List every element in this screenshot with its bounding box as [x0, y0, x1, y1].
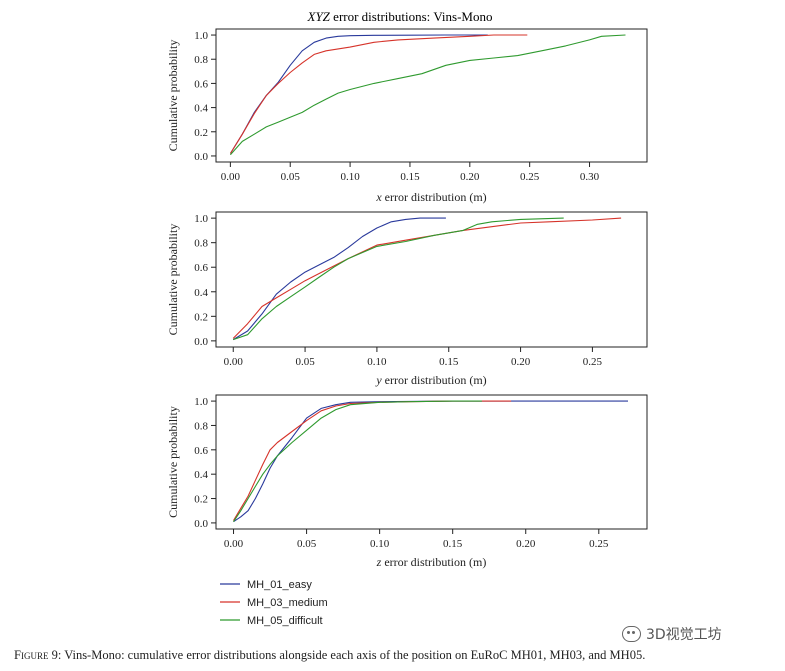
x-axis-label: x error distribution (m): [375, 190, 486, 204]
x-tick-label: 0.10: [370, 538, 390, 550]
series-line-mh-03-medium: [233, 400, 512, 521]
legend-label: MH_01_easy: [247, 579, 312, 591]
figure-title-var: XYZ: [307, 9, 331, 24]
chart-panel-z: 0.00 0.05 0.10 0.15 0.20 0.25 0.0 0.2 0.4 0.6 0.8 1…: [166, 394, 648, 569]
plot-frame: [215, 211, 648, 348]
x-tick-label: 0.30: [580, 171, 600, 183]
x-axis-label: z error distribution (m): [376, 555, 487, 569]
x-tick-label: 0.25: [583, 356, 603, 368]
y-tick-label: 0.6: [194, 445, 208, 457]
x-tick-label: 0.05: [295, 356, 315, 368]
series-line-mh-03-medium: [229, 34, 528, 154]
y-tick-label: 1.0: [194, 30, 208, 42]
y-axis-label: Cumulative probability: [166, 224, 180, 336]
caption-text: Vins-Mono: cumulative error distribution…: [61, 648, 646, 662]
chart-panel-y: 0.00 0.05 0.10 0.15 0.20 0.25 0.0 0.2 0.4 0.6 0.8 1…: [166, 211, 648, 387]
x-tick-label: 0.20: [516, 538, 536, 550]
y-tick-label: 1.0: [194, 396, 208, 408]
watermark-text: 3D视觉工坊: [646, 627, 722, 643]
x-tick-label: 0.15: [443, 538, 463, 550]
series-line-mh-01-easy: [229, 34, 488, 154]
y-tick-label: 0.0: [194, 336, 208, 348]
series-line-mh-01-easy: [233, 400, 628, 523]
y-tick-label: 0.0: [194, 518, 208, 530]
y-tick-label: 0.4: [194, 469, 208, 481]
y-tick-label: 0.4: [194, 103, 208, 115]
series-line-mh-05-difficult: [233, 217, 564, 341]
x-tick-label: 0.00: [224, 356, 244, 368]
y-tick-label: 0.8: [194, 54, 208, 66]
x-tick-label: 0.00: [224, 538, 244, 550]
plot-frame: [215, 28, 648, 163]
plot-frame: [215, 394, 648, 530]
y-tick-label: 0.8: [194, 420, 208, 432]
x-tick-label: 0.10: [367, 356, 387, 368]
x-tick-label: 0.20: [511, 356, 531, 368]
legend-label: MH_05_difficult: [247, 615, 323, 627]
series-line-mh-05-difficult: [229, 34, 626, 156]
series-line-mh-03-medium: [232, 217, 622, 339]
x-tick-label: 0.00: [221, 171, 241, 183]
x-tick-label: 0.15: [439, 356, 459, 368]
x-tick-label: 0.25: [589, 538, 609, 550]
series-line-mh-05-difficult: [233, 400, 482, 523]
y-tick-label: 0.8: [194, 238, 208, 250]
y-tick-label: 0.0: [194, 151, 208, 163]
y-tick-label: 0.4: [194, 287, 208, 299]
chart-panel-x: 0.00 0.05 0.10 0.15 0.20 0.25 0.30 0.0 0.2 0.4 0.6…: [166, 28, 648, 204]
y-tick-label: 0.6: [194, 78, 208, 90]
series-line-mh-01-easy: [232, 217, 446, 341]
y-axis-label: Cumulative probability: [166, 406, 180, 518]
x-tick-label: 0.10: [340, 171, 360, 183]
x-tick-label: 0.05: [297, 538, 317, 550]
figure-caption: Figure 9: Vins-Mono: cumulative error di…: [14, 648, 774, 663]
figure-title: XYZ error distributions: Vins-Mono: [307, 9, 493, 24]
y-tick-label: 0.2: [194, 127, 208, 139]
x-axis-label: y error distribution (m): [375, 373, 486, 387]
y-tick-label: 1.0: [194, 213, 208, 225]
figure-title-rest: error distributions: Vins-Mono: [330, 9, 493, 24]
x-tick-label: 0.05: [281, 171, 301, 183]
wechat-icon: [622, 626, 641, 642]
x-tick-label: 0.15: [400, 171, 420, 183]
legend: MH_01_easy MH_03_medium MH_05_difficult: [220, 579, 328, 627]
legend-label: MH_03_medium: [247, 597, 328, 609]
y-tick-label: 0.2: [194, 311, 208, 323]
y-tick-label: 0.6: [194, 262, 208, 274]
y-tick-label: 0.2: [194, 494, 208, 506]
x-tick-label: 0.20: [460, 171, 480, 183]
watermark: 3D视觉工坊: [622, 624, 722, 644]
caption-label: Figure 9:: [14, 648, 62, 662]
y-axis-label: Cumulative probability: [166, 40, 180, 152]
x-tick-label: 0.25: [520, 171, 540, 183]
